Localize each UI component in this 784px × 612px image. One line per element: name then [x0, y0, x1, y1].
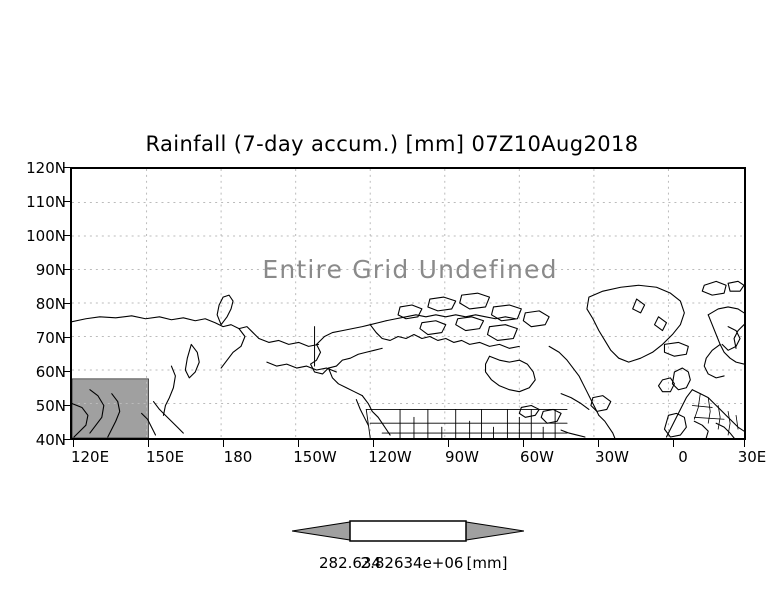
colorbar-max-label: 2.82634e+06 — [360, 554, 464, 572]
x-axis-label-60W: 60W — [520, 448, 554, 466]
x-axis-label-120W: 120W — [368, 448, 412, 466]
colorbar[interactable]: 282.634 2.82634e+06 [mm] — [0, 516, 784, 576]
y-axis-label-90N: 90N — [35, 261, 66, 279]
y-axis-label-70N: 70N — [35, 329, 66, 347]
x-axis-label-120E: 120E — [70, 448, 110, 466]
colorbar-graphic — [292, 520, 524, 542]
x-axis-label-180: 180 — [223, 448, 253, 466]
x-axis-labels: 120E 150E 180 150W 120W 90W 60W 30W 0 30… — [0, 448, 784, 470]
y-axis-label-50N: 50N — [35, 397, 66, 415]
y-axis-labels: 120N 110N 100N 90N 80N 70N 60N 50N 40N — [14, 159, 66, 449]
page-title: Rainfall (7-day accum.) [mm] 07Z10Aug201… — [145, 132, 639, 156]
x-axis-label-0: 0 — [678, 448, 688, 466]
colorbar-min-label: 282.634 — [318, 554, 382, 572]
x-axis-label-30W: 30W — [595, 448, 629, 466]
x-axis-label-30E: 30E — [737, 448, 767, 466]
y-axis-label-100N: 100N — [26, 227, 66, 245]
colorbar-unit-label: [mm] — [466, 554, 508, 572]
x-axis-label-90W: 90W — [445, 448, 479, 466]
y-axis-label-110N: 110N — [26, 193, 66, 211]
y-axis-label-40N: 40N — [35, 431, 66, 449]
y-axis-label-80N: 80N — [35, 295, 66, 313]
map-plot-area[interactable]: Entire Grid Undefined — [70, 167, 746, 440]
x-axis-label-150E: 150E — [145, 448, 185, 466]
x-axis-label-150W: 150W — [293, 448, 337, 466]
y-axis-label-60N: 60N — [35, 363, 66, 381]
world-map-graphic — [72, 169, 744, 438]
y-axis-label-120N: 120N — [26, 159, 66, 177]
